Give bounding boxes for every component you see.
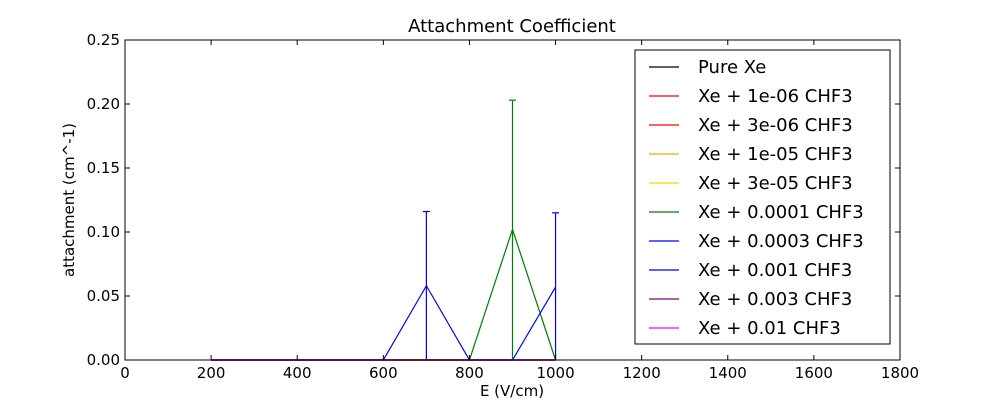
x-tick-label-6: 1200 [623,364,661,382]
x-tick-label-4: 800 [455,364,484,382]
y-tick-label-1: 0.05 [87,287,120,305]
legend-label-4: Xe + 3e-05 CHF3 [698,173,853,194]
legend-label-5: Xe + 0.0001 CHF3 [698,202,864,223]
legend: Pure Xe Xe + 1e-06 CHF3 Xe + 3e-06 CHF3 Xe … [634,49,891,345]
legend-label-8: Xe + 0.003 CHF3 [698,289,852,310]
legend-label-2: Xe + 3e-06 CHF3 [698,115,853,136]
x-tick-label-5: 1000 [536,364,574,382]
y-tick-label-2: 0.10 [87,223,120,241]
x-axis-label: E (V/cm) [480,382,544,400]
y-tick-label-0: 0.00 [87,351,120,369]
y-tick-label-5: 0.25 [87,31,120,49]
x-tick-label-7: 1400 [709,364,747,382]
legend-label-0: Pure Xe [698,57,766,78]
plot-frame [124,39,901,361]
legend-label-1: Xe + 1e-06 CHF3 [698,86,853,107]
series-line-6 [211,286,557,361]
axes-layer: 0 200 400 600 800 1000 1200 1400 1600 1800 0.00 0.0… [87,31,920,382]
chart-title: Attachment Coefficient [408,16,616,37]
x-tick-label-8: 1600 [795,364,833,382]
legend-box [634,49,891,345]
series-line-5 [211,227,557,361]
x-tick-label-3: 600 [369,364,398,382]
x-tick-label-0: 0 [120,364,130,382]
x-tick-label-2: 400 [283,364,312,382]
legend-label-3: Xe + 1e-05 CHF3 [698,144,853,165]
series-line-7 [211,284,556,361]
x-tick-label-1: 200 [197,364,226,382]
y-tick-label-3: 0.15 [87,159,120,177]
y-axis-label: attachment (cm^-1) [60,123,78,277]
legend-label-9: Xe + 0.01 CHF3 [698,318,841,339]
plot-layer [211,99,560,361]
y-tick-label-4: 0.20 [87,95,120,113]
legend-label-6: Xe + 0.0003 CHF3 [698,231,864,252]
legend-label-7: Xe + 0.001 CHF3 [698,260,852,281]
x-tick-label-9: 1800 [881,364,919,382]
